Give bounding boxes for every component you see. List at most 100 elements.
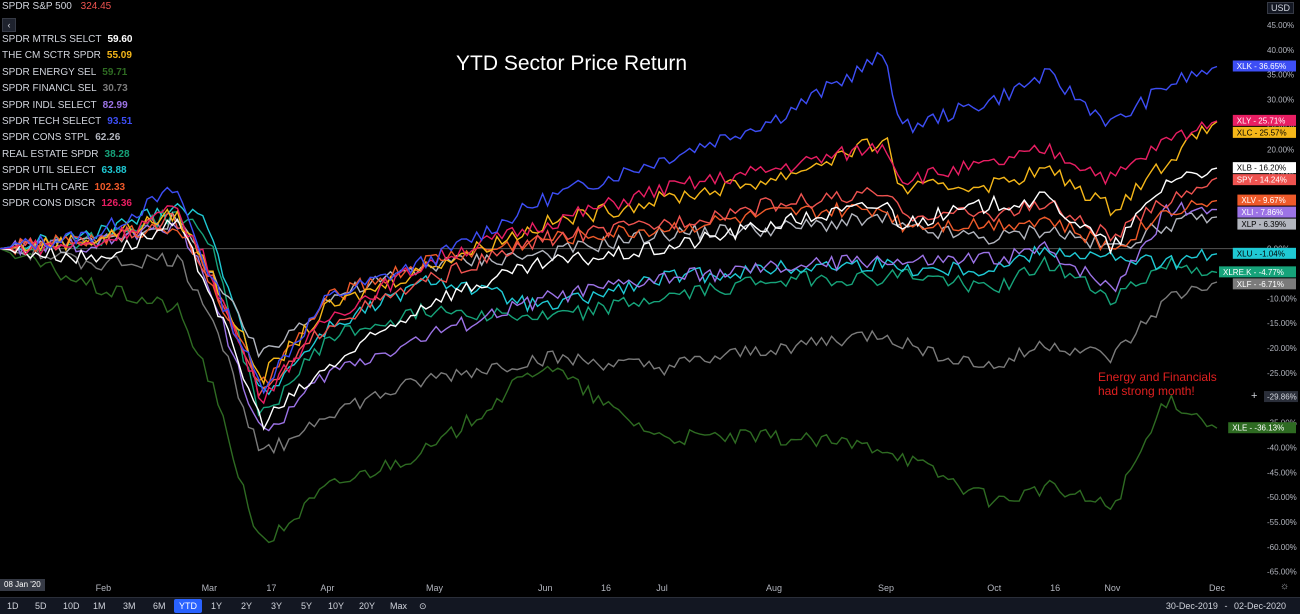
x-tick-label: 16 (1050, 583, 1060, 593)
range-button-1d[interactable]: 1D (7, 601, 19, 611)
add-compare-icon[interactable]: + (1251, 390, 1258, 402)
range-button-5d[interactable]: 5D (35, 601, 47, 611)
legend-row[interactable]: SPDR UTIL SELECT 63.88 (2, 164, 127, 178)
legend-name: SPDR ENERGY SEL (2, 66, 97, 78)
series-line-xlre-k[interactable] (0, 208, 1218, 417)
legend-name: THE CM SCTR SPDR (2, 50, 101, 62)
legend-value: 62.26 (95, 132, 121, 144)
series-line-spy[interactable] (0, 177, 1218, 398)
series-line-xlc[interactable] (0, 121, 1218, 386)
y-tick-label: -15.00% (1267, 319, 1297, 328)
y-tick-label: -60.00% (1267, 543, 1297, 552)
x-tick-label: Feb (96, 583, 112, 593)
y-tick-label: 40.00% (1267, 46, 1294, 55)
y-tick-label: -40.00% (1267, 443, 1297, 452)
x-tick-label: Dec (1209, 583, 1226, 593)
series-badge-label: SPY - 14.24% (1237, 176, 1287, 185)
x-tick-label: Mar (202, 583, 218, 593)
x-tick-label: Nov (1104, 583, 1121, 593)
range-toolbar: 1D 5D 10D 1M 3M 6M YTD 1Y 2Y 3Y 5Y 10Y 20Y Max ⊙ 30-D… (0, 597, 1300, 614)
price-axis-background (1238, 0, 1300, 597)
legend-row[interactable]: SPDR FINANCL SEL 30.73 (2, 82, 128, 96)
range-button-10d[interactable]: 10D (63, 601, 80, 611)
crosshair-badge-bg (1264, 391, 1298, 403)
legend-row[interactable]: SPDR TECH SELECT 93.51 (2, 115, 132, 129)
chart-canvas[interactable]: 45.00%40.00%35.00%30.00%25.00%20.00%15.0… (0, 0, 1300, 597)
y-tick-label: -20.00% (1267, 344, 1297, 353)
series-line-xlv[interactable] (0, 199, 1218, 386)
legend-row[interactable]: REAL ESTATE SPDR 38.28 (2, 148, 130, 162)
series-line-xli[interactable] (0, 201, 1218, 432)
legend-value: 82.99 (102, 99, 128, 111)
collapse-legend-button[interactable]: ‹ (2, 18, 16, 32)
range-button-1y[interactable]: 1Y (211, 601, 223, 611)
goto-date-icon[interactable]: ⊙ (419, 601, 427, 611)
range-button-5y[interactable]: 5Y (301, 601, 313, 611)
legend-value: 59.60 (107, 34, 133, 45)
range-button-6m[interactable]: 6M (153, 601, 166, 611)
y-tick-label: 35.00% (1267, 71, 1294, 80)
legend-row[interactable]: SPDR ENERGY SEL 59.71 (2, 66, 127, 80)
date-range[interactable]: 30-Dec-2019 - 02-Dec-2020 (1166, 599, 1286, 613)
legend-value: 126.36 (101, 198, 132, 209)
y-tick-label: -65.00% (1267, 568, 1297, 577)
series-badge-bg (1232, 126, 1296, 138)
x-tick-label: Aug (766, 583, 782, 593)
range-button-20y[interactable]: 20Y (359, 601, 376, 611)
series-badge-label: XLB - 16.20% (1237, 164, 1286, 173)
series-badge-bg (1237, 218, 1296, 230)
series-badge-bg (1228, 422, 1296, 434)
series-line-xlk[interactable] (0, 51, 1218, 395)
series-badge-bg (1232, 162, 1296, 174)
start-date-flag: 08 Jan '20 (0, 579, 45, 591)
series-line-xle[interactable] (0, 248, 1218, 544)
legend-value: 63.88 (101, 165, 127, 177)
currency-button[interactable]: USD (1266, 2, 1294, 14)
y-tick-label: -50.00% (1267, 493, 1297, 502)
legend-row[interactable]: SPDR CONS STPL 62.26 (2, 131, 120, 145)
legend-row[interactable]: SPDR MTRLS SELCT 59.60 (2, 33, 133, 47)
series-badge-bg (1232, 278, 1296, 290)
x-tick-label: May (426, 583, 444, 593)
series-line-xly[interactable] (0, 120, 1218, 405)
legend-main-value: 324.45 (80, 1, 112, 12)
x-tick-label: Jul (656, 583, 668, 593)
range-button-3y[interactable]: 3Y (271, 601, 283, 611)
legend-name: SPDR FINANCL SEL (2, 83, 97, 95)
range-button-max[interactable]: Max (390, 601, 408, 611)
series-badge-bg (1232, 247, 1296, 259)
legend-name: SPDR CONS STPL (2, 132, 90, 144)
legend-name: SPDR UTIL SELECT (2, 165, 96, 177)
range-button-2y[interactable]: 2Y (241, 601, 253, 611)
range-button-ytd[interactable]: YTD (174, 599, 202, 613)
x-tick-label: 17 (266, 583, 276, 593)
legend-main-symbol[interactable]: SPDR S&P 500 324.45 (2, 0, 111, 14)
legend-name: SPDR HLTH CARE (2, 181, 89, 193)
series-line-xlf[interactable] (0, 244, 1218, 455)
legend-main-name: SPDR S&P 500 (2, 1, 72, 12)
x-tick-label: Jun (538, 583, 553, 593)
range-button-3m[interactable]: 3M (123, 601, 136, 611)
y-tick-label: -10.00% (1267, 294, 1297, 303)
legend-row[interactable]: SPDR CONS DISCR 126.36 (2, 197, 132, 211)
series-line-xlu[interactable] (0, 202, 1218, 396)
x-tick-label: Apr (320, 583, 334, 593)
date-range-start: 30-Dec-2019 (1165, 601, 1218, 611)
y-tick-label: -55.00% (1267, 518, 1297, 527)
series-badge-bg (1237, 206, 1296, 218)
series-line-xlb[interactable] (0, 167, 1218, 431)
annotation-text: Energy and Financials had strong month! (1098, 370, 1217, 398)
legend-value: 59.71 (102, 66, 128, 78)
settings-icon[interactable]: ☼ (1280, 581, 1290, 592)
legend-name: SPDR TECH SELECT (2, 116, 102, 127)
range-button-1m[interactable]: 1M (93, 601, 106, 611)
series-badge-label: XLK - 36.65% (1237, 62, 1286, 71)
legend-row[interactable]: SPDR INDL SELECT 82.99 (2, 99, 128, 113)
chart-title: YTD Sector Price Return (456, 52, 688, 75)
series-badge-label: XLY - 25.71% (1237, 116, 1286, 125)
y-tick-label: -45.00% (1267, 468, 1297, 477)
range-button-10y[interactable]: 10Y (328, 601, 345, 611)
legend-row[interactable]: SPDR HLTH CARE 102.33 (2, 181, 125, 195)
legend-row[interactable]: THE CM SCTR SPDR 55.09 (2, 49, 132, 63)
time-axis: Feb Mar 17 Apr May Jun 16 Jul Aug Sep Oct 16 Nov Dec (96, 583, 1226, 593)
